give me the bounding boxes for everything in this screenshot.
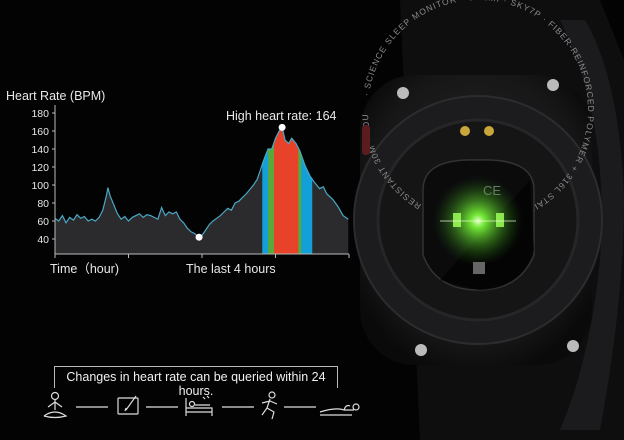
running-icon [261, 391, 278, 420]
y-tick-label: 160 [31, 126, 49, 138]
sleeping-bed-icon [185, 395, 213, 416]
high-heart-rate-annotation: High heart rate: 164 [226, 109, 337, 123]
annotation-point [195, 233, 203, 241]
heart-rate-zone-band [274, 127, 299, 254]
annotation-point [278, 123, 286, 131]
y-tick-label: 180 [31, 108, 49, 120]
caption-box: Changes in heart rate can be queried wit… [54, 366, 338, 398]
y-tick-label: 100 [31, 180, 49, 192]
y-tick-label: 120 [31, 162, 49, 174]
meditation-icon [43, 391, 68, 419]
heart-rate-line [54, 126, 349, 238]
lying-down-icon [319, 403, 360, 416]
activity-icons [43, 391, 360, 420]
x-axis-label: Time（hour) [50, 262, 119, 276]
y-tick-label: 80 [37, 198, 49, 210]
y-tick-label: 140 [31, 144, 49, 156]
y-axis-label: Heart Rate (BPM) [6, 89, 105, 103]
x-axis-caption: The last 4 hours [186, 262, 276, 276]
tablet-writing-icon [117, 395, 139, 415]
caption-text: Changes in heart rate can be queried wit… [66, 370, 326, 398]
y-tick-label: 60 [37, 216, 49, 228]
y-tick-label: 40 [37, 234, 49, 246]
